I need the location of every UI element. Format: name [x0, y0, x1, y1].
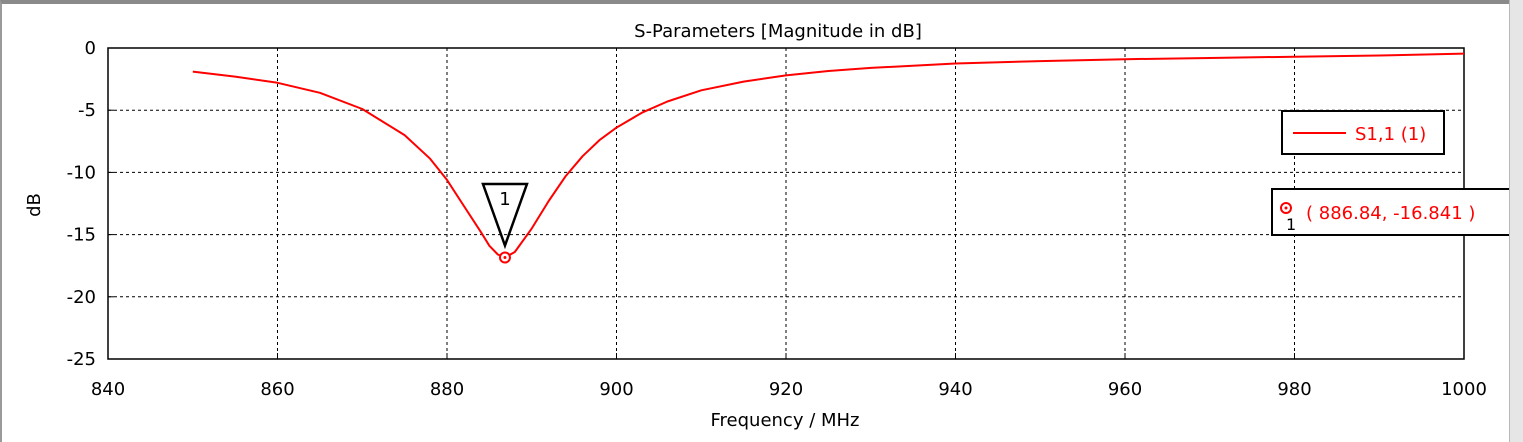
- legend-label-s11: S1,1 (1): [1355, 124, 1426, 145]
- y-tick-label: -10: [67, 162, 96, 183]
- marker-readout-id: 1: [1286, 215, 1296, 234]
- marker-layer: 1: [481, 182, 529, 264]
- marker-point-dot: [503, 256, 507, 260]
- marker-readout-symbol-dot: [1284, 206, 1288, 210]
- chart-title: S-Parameters [Magnitude in dB]: [634, 21, 922, 42]
- x-tick-label: 960: [1108, 379, 1142, 400]
- y-tick-label: 0: [85, 38, 96, 59]
- y-tick-label: -25: [67, 349, 96, 370]
- y-tick-label: -15: [67, 225, 96, 246]
- y-axis-ticks: 0 -5 -10 -15 -20 -25: [67, 38, 114, 370]
- grid-lines: [108, 48, 1464, 359]
- x-axis-ticks: 840 860 880 900 920 940 960 980 1000: [91, 353, 1487, 400]
- marker-id-label: 1: [499, 189, 510, 210]
- x-tick-label: 900: [599, 379, 633, 400]
- window-scrollbar[interactable]: [1509, 0, 1523, 442]
- marker-pointer-triangle: [481, 182, 529, 250]
- series-line-s11[interactable]: [192, 52, 1465, 259]
- x-tick-label: 980: [1277, 379, 1311, 400]
- marker-readout-box: [1271, 188, 1509, 236]
- x-tick-label: 880: [430, 379, 464, 400]
- y-axis-label: dB: [24, 193, 45, 217]
- x-tick-label: 1000: [1441, 379, 1487, 400]
- x-tick-label: 920: [769, 379, 803, 400]
- y-tick-label: -20: [67, 287, 96, 308]
- legend[interactable]: S1,1 (1): [1281, 110, 1445, 155]
- series-layer: [192, 52, 1465, 259]
- marker-readout-symbol: [1280, 202, 1292, 214]
- x-tick-label: 940: [938, 379, 972, 400]
- marker-readout-value: ( 886.84, -16.841 ): [1306, 203, 1475, 224]
- marker-readout[interactable]: 1 ( 886.84, -16.841 ): [1271, 188, 1509, 236]
- x-tick-label: 840: [91, 379, 125, 400]
- x-axis-label: Frequency / MHz: [710, 410, 859, 431]
- y-tick-label: -5: [78, 100, 96, 121]
- x-tick-label: 860: [260, 379, 294, 400]
